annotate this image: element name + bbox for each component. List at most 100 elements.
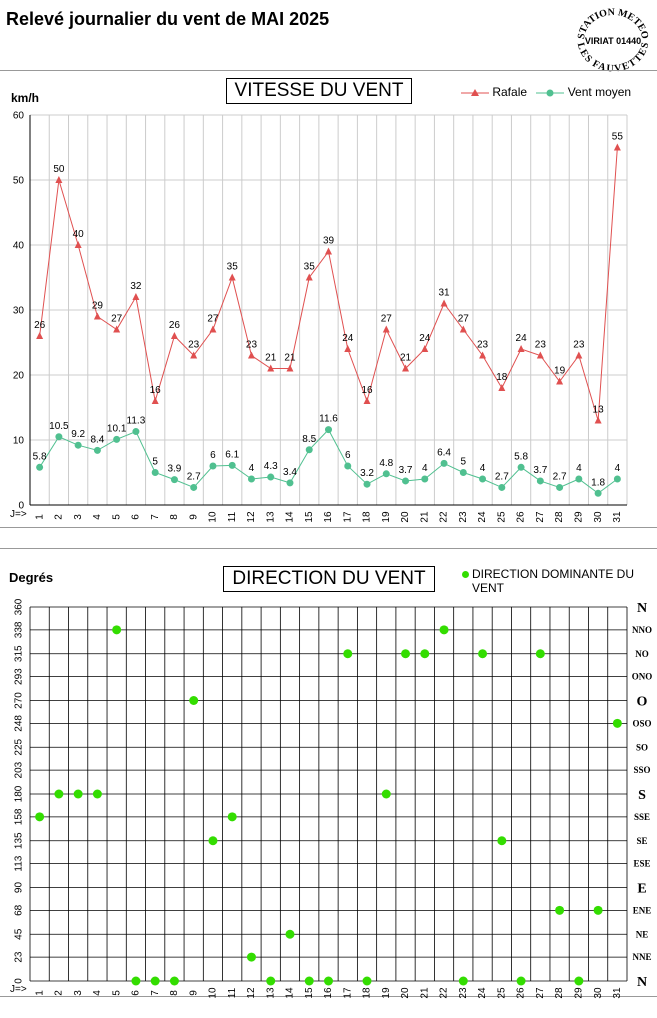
vent-moyen-point — [247, 475, 255, 483]
x-tick-label: 12 — [246, 987, 257, 999]
y-tick-label: 248 — [14, 715, 25, 732]
x-tick-label: 22 — [439, 987, 450, 999]
x-tick-label: 11 — [227, 987, 238, 998]
legend-rafale-marker — [461, 88, 489, 96]
x-tick-label: 25 — [496, 987, 507, 999]
vent-moyen-point — [440, 459, 448, 467]
vent-moyen-point — [170, 476, 178, 484]
rafale-data-label: 26 — [169, 320, 181, 331]
x-tick-label: 29 — [573, 511, 584, 523]
x-tick-label: 10 — [208, 511, 219, 523]
rafale-point — [267, 364, 275, 372]
rafale-point — [113, 325, 121, 333]
vent-moyen-point — [305, 446, 313, 454]
legend-direction-label-1: DIRECTION DOMINANTE DU — [472, 567, 634, 581]
direction-point — [112, 625, 122, 635]
rafale-data-label: 26 — [34, 320, 46, 331]
rafale-point — [536, 351, 544, 359]
x-tick-label: 7 — [150, 990, 161, 996]
vent-moyen-point — [36, 463, 44, 471]
direction-point — [343, 649, 353, 659]
direction-point — [612, 718, 622, 728]
x-tick-label: 21 — [419, 987, 430, 999]
rafale-point — [382, 325, 390, 333]
vent-moyen-data-label: 11.3 — [127, 416, 146, 427]
rafale-data-label: 21 — [400, 353, 412, 364]
direction-label: O — [637, 695, 648, 710]
vent-moyen-point — [594, 489, 602, 497]
y-tick-label: 20 — [13, 371, 25, 382]
legend-rafale-label: Rafale — [492, 85, 528, 99]
x-tick-label: 24 — [477, 511, 488, 523]
x-tick-label: 30 — [593, 987, 604, 999]
rafale-point — [36, 332, 44, 339]
rafale-point — [228, 273, 236, 281]
x-tick-label: 19 — [381, 511, 392, 523]
x-tick-label: 9 — [188, 990, 199, 996]
x-tick-label: 16 — [323, 987, 334, 999]
vent-moyen-point — [498, 483, 506, 491]
direction-label: E — [637, 882, 646, 897]
x-tick-label: 11 — [227, 511, 238, 522]
y-tick-label: 90 — [14, 882, 25, 894]
direction-point — [535, 649, 545, 659]
rafale-data-label: 31 — [438, 288, 450, 299]
vent-moyen-data-label: 3.7 — [399, 465, 413, 476]
y-tick-label: 203 — [14, 761, 25, 778]
vent-moyen-data-label: 8.4 — [90, 434, 104, 445]
rafale-point — [363, 397, 371, 404]
x-tick-label: 5 — [111, 514, 122, 520]
vent-moyen-data-label: 3.7 — [533, 465, 547, 476]
vent-moyen-point — [228, 461, 236, 469]
direction-point — [285, 929, 295, 939]
x-tick-label: 25 — [496, 511, 507, 523]
direction-label: NNO — [632, 625, 652, 635]
vent-moyen-data-label: 4 — [249, 463, 255, 474]
x-tick-label: 18 — [362, 987, 373, 999]
rafale-point — [93, 312, 101, 320]
direction-label: N — [637, 975, 647, 990]
direction-point — [169, 976, 179, 986]
x-tick-label: 20 — [400, 987, 411, 999]
rafale-point — [344, 345, 352, 352]
x-tick-label: 13 — [265, 511, 276, 523]
rafale-data-label: 40 — [73, 229, 85, 240]
vent-moyen-point — [344, 462, 352, 470]
y-tick-label: 0 — [14, 978, 25, 984]
x-tick-label: 9 — [188, 514, 199, 520]
direction-point — [401, 649, 411, 659]
direction-point — [555, 905, 565, 915]
y-tick-label: 10 — [13, 436, 25, 447]
speed-chart-title: VITESSE DU VENT — [226, 78, 412, 104]
direction-point — [92, 789, 102, 799]
day-axis-prefix: J=> — [10, 984, 27, 995]
x-tick-label: 24 — [477, 987, 488, 999]
vent-moyen-data-label: 11.6 — [319, 414, 338, 425]
x-tick-label: 8 — [169, 514, 180, 520]
x-tick-label: 18 — [362, 511, 373, 523]
x-tick-label: 17 — [342, 511, 353, 523]
x-tick-label: 20 — [400, 511, 411, 523]
x-tick-label: 4 — [92, 514, 103, 520]
vent-moyen-data-label: 9.2 — [71, 429, 85, 440]
rafale-point — [440, 299, 448, 307]
x-tick-label: 23 — [458, 511, 469, 523]
x-tick-label: 2 — [54, 990, 65, 996]
rafale-data-label: 29 — [92, 301, 104, 312]
y-tick-label: 270 — [14, 692, 25, 709]
rafale-point — [74, 241, 82, 248]
direction-point — [54, 789, 64, 799]
x-tick-label: 4 — [92, 990, 103, 996]
direction-chart-panel: 0 N 23 NNE 45 NE 68 ENE 90 E 113 ESE 135 SE 158 SSE 180 S… — [0, 548, 657, 999]
direction-point — [208, 836, 218, 846]
vent-moyen-point — [93, 446, 101, 454]
rafale-data-label: 24 — [342, 333, 354, 344]
rafale-point — [132, 293, 140, 300]
vent-moyen-point — [267, 473, 275, 481]
direction-point — [381, 789, 391, 799]
direction-label: OSO — [632, 718, 651, 728]
direction-point — [420, 649, 430, 659]
x-tick-label: 19 — [381, 987, 392, 999]
rafale-point — [151, 397, 159, 404]
